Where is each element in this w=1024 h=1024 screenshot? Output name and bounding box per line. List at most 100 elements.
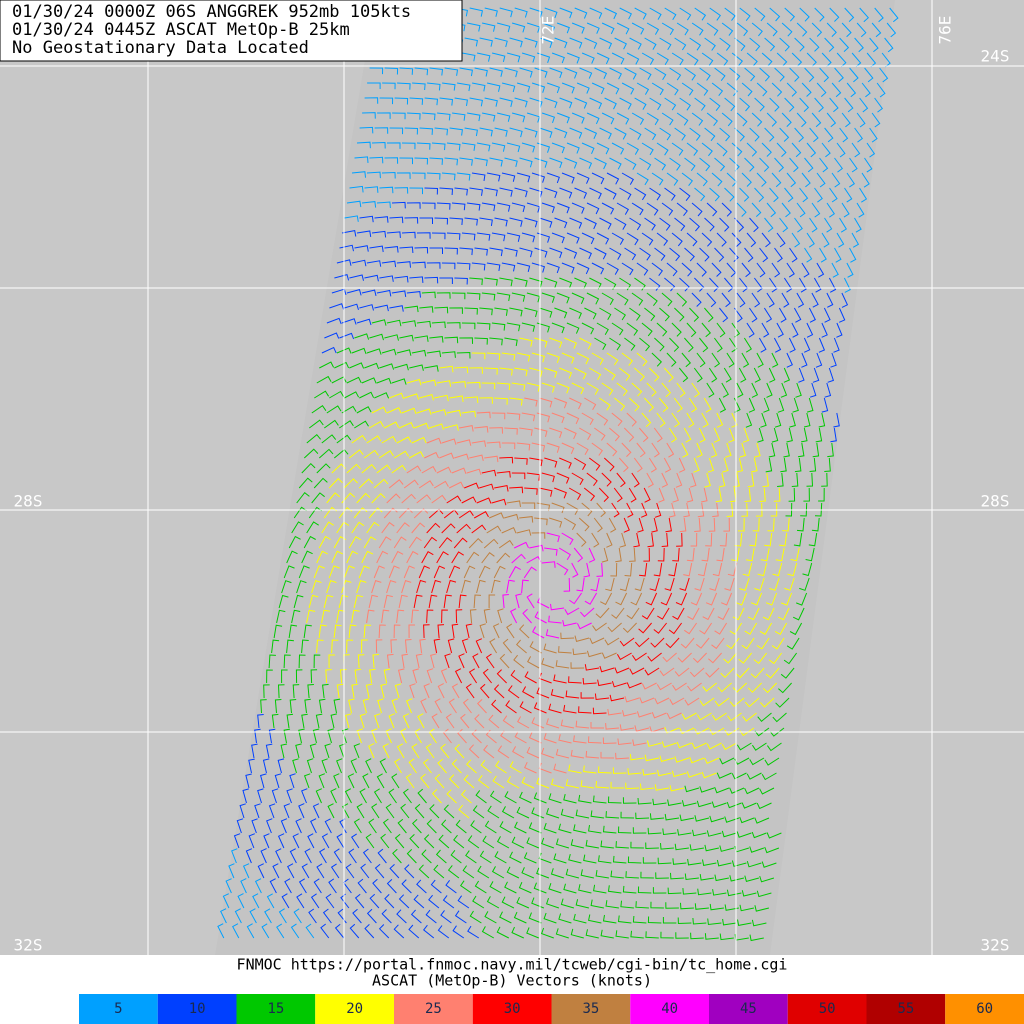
wind-barb — [760, 547, 770, 562]
wind-barb — [514, 821, 527, 834]
wind-barb — [508, 566, 521, 579]
wind-barb — [566, 322, 580, 334]
wind-barb — [739, 7, 751, 22]
wind-barb — [694, 7, 707, 21]
wind-barb — [348, 698, 355, 714]
wind-barb — [742, 712, 757, 722]
wind-barb — [709, 903, 724, 911]
wind-barb — [260, 848, 267, 864]
wind-barb — [286, 550, 298, 564]
wind-barb — [771, 172, 782, 188]
wind-barb — [494, 127, 508, 137]
wind-barb — [706, 112, 719, 127]
wind-barb — [328, 878, 337, 894]
wind-barb — [671, 770, 687, 778]
wind-barb — [571, 292, 585, 304]
wind-barb — [869, 37, 879, 53]
wind-barb — [654, 697, 670, 705]
wind-barb — [506, 579, 515, 594]
wind-barb — [260, 699, 267, 714]
wind-barb — [474, 714, 485, 729]
wind-barb — [470, 820, 482, 834]
wind-barb — [318, 624, 327, 639]
wind-barb — [746, 142, 758, 157]
wind-barb — [779, 217, 789, 233]
wind-barb — [511, 22, 526, 33]
wind-barb — [671, 322, 682, 337]
wind-barb — [516, 352, 531, 362]
wind-barb — [506, 322, 521, 332]
wind-barb — [676, 202, 688, 217]
wind-barb — [644, 667, 660, 676]
legend-label: 35 — [582, 1001, 599, 1017]
wind-barb — [721, 112, 733, 127]
wind-barb — [391, 464, 407, 474]
wind-barb — [412, 668, 419, 684]
wind-barb — [827, 367, 835, 383]
wind-barb — [695, 637, 710, 649]
wind-barb — [681, 82, 694, 96]
wind-barb — [268, 803, 276, 819]
wind-barb — [469, 367, 483, 374]
wind-barb — [718, 472, 726, 488]
wind-barb — [629, 37, 642, 50]
wind-barb — [292, 684, 300, 699]
wind-barb — [679, 7, 692, 21]
wind-barb — [575, 809, 590, 819]
wind-barb — [719, 845, 735, 852]
wind-barb — [519, 516, 534, 523]
wind-barb — [480, 759, 492, 774]
wind-barb — [646, 292, 658, 307]
wind-barb — [699, 67, 711, 81]
wind-barb — [249, 908, 257, 924]
wind-barb — [744, 622, 758, 635]
wind-barb — [310, 818, 317, 834]
wind-barb — [590, 899, 604, 909]
wind-barb — [818, 412, 826, 428]
wind-barb — [298, 728, 305, 744]
wind-barb — [791, 142, 802, 158]
wind-barb — [571, 22, 585, 34]
wind-barb — [320, 923, 330, 939]
wind-barb — [661, 292, 673, 307]
wind-barb — [761, 861, 777, 868]
wind-barb — [688, 397, 698, 413]
wind-barb — [844, 97, 854, 113]
wind-barb — [496, 382, 511, 391]
wind-barb — [521, 232, 536, 243]
wind-barb — [766, 292, 775, 308]
wind-barb — [559, 277, 573, 289]
wind-barb — [757, 427, 764, 443]
wind-barb — [806, 142, 817, 158]
wind-barb — [629, 307, 641, 321]
wind-barb — [494, 307, 508, 316]
wind-barb — [661, 22, 674, 36]
wind-barb — [396, 522, 410, 534]
wind-barb — [501, 352, 516, 361]
wind-barb — [451, 467, 467, 474]
wind-barb — [402, 713, 410, 729]
wind-barb — [827, 442, 834, 458]
wind-barb — [333, 698, 341, 714]
wind-barb — [809, 382, 817, 398]
wind-barb — [714, 622, 728, 635]
wind-barb — [303, 773, 311, 789]
header-line: 01/30/24 0445Z ASCAT MetOp-B 25km — [12, 20, 350, 40]
wind-barb — [488, 594, 496, 608]
wind-barb — [561, 172, 575, 184]
wind-barb — [404, 393, 420, 400]
wind-barb — [504, 427, 518, 435]
wind-barb — [376, 289, 392, 297]
wind-barb — [538, 762, 552, 774]
wind-barb — [440, 743, 450, 759]
wind-barb — [690, 932, 704, 940]
wind-barb — [434, 773, 445, 789]
wind-barb — [499, 653, 510, 669]
wind-barb — [540, 927, 554, 939]
wind-barb — [589, 637, 605, 645]
legend-label: 45 — [740, 1001, 757, 1017]
wind-barb — [724, 97, 736, 112]
wind-barb — [584, 217, 597, 230]
wind-barb — [764, 127, 775, 142]
wind-barb — [726, 502, 734, 517]
